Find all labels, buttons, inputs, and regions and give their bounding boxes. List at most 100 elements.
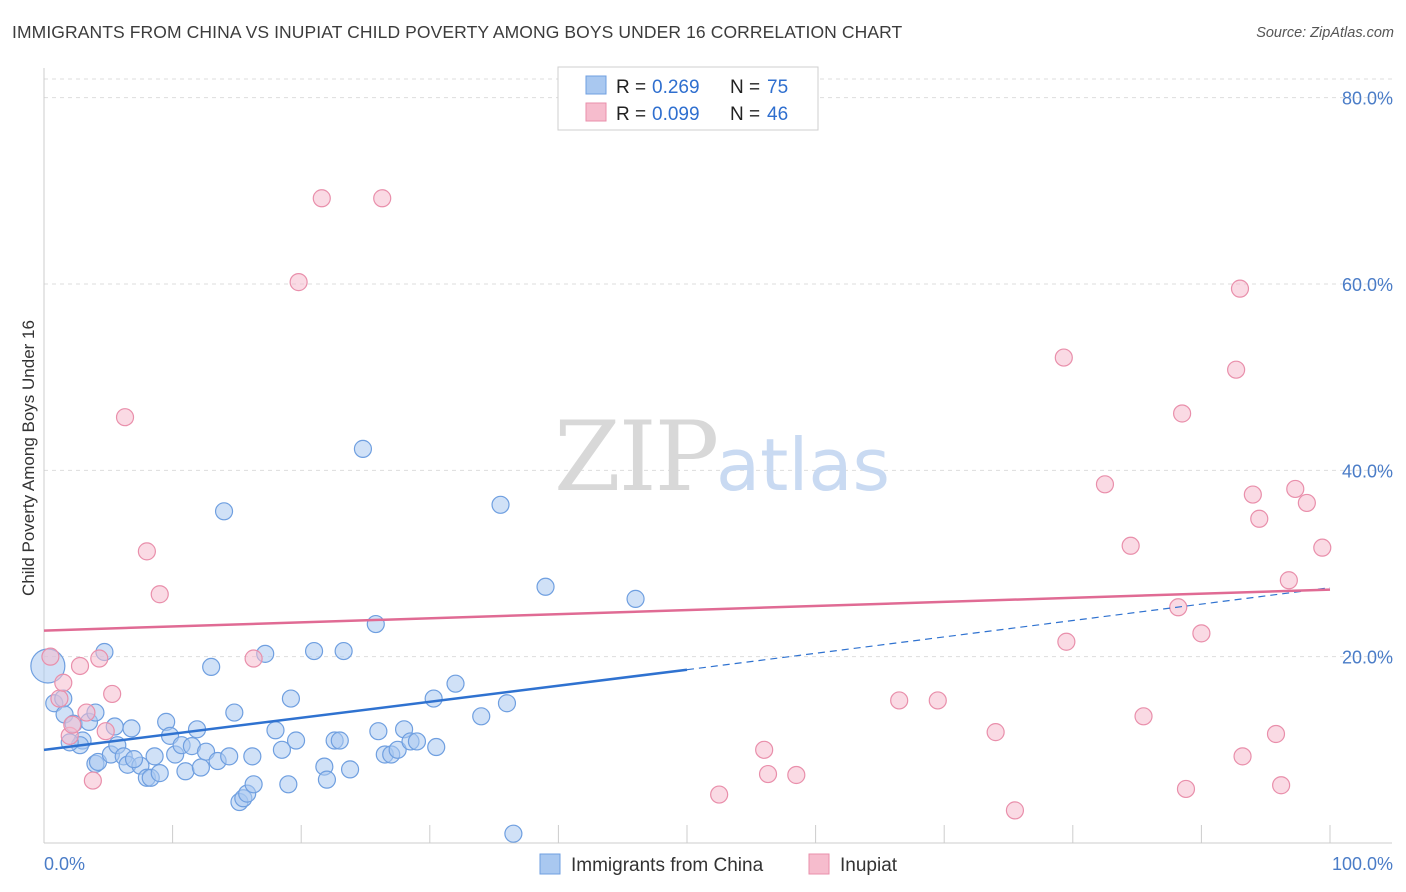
point-china-16 [122,719,141,738]
point-inupiat-11 [115,408,135,427]
legend-swatch-blue [585,75,607,95]
point-inupiat-44 [1297,493,1316,513]
legend-n-value-1: 75 [767,77,788,98]
point-inupiat-25 [1005,801,1025,820]
point-inupiat-37 [1233,747,1252,766]
point-inupiat-24 [986,723,1005,742]
point-inupiat-27 [1054,348,1073,367]
point-china-59 [388,740,407,759]
legend-r-label-2: R = [616,104,646,125]
point-china-20 [145,747,164,766]
point-china-68 [497,694,517,713]
point-china-34 [220,747,239,766]
point-china-43 [272,740,292,759]
point-inupiat-6 [77,703,96,722]
point-inupiat-26 [1057,632,1076,651]
point-china-40 [243,747,262,766]
y-tick-label-0: 20.0% [1342,648,1393,668]
y-tick-labels: 20.0% 40.0% 60.0% 80.0% [1342,89,1393,668]
point-china-67 [491,495,510,514]
point-inupiat-0 [41,647,60,666]
watermark-zip: ZIP [554,401,717,513]
point-china-39 [244,775,263,794]
point-china-45 [281,689,301,708]
y-axis-label: Child Poverty Among Boys Under 16 [19,320,38,596]
point-china-66 [472,707,491,726]
gridlines [44,78,1392,658]
point-inupiat-39 [1250,509,1269,528]
point-china-62 [407,732,427,751]
chart-title: IMMIGRANTS FROM CHINA VS INUPIAT CHILD P… [12,22,903,42]
legend-n-label-2: N = [730,104,760,125]
point-inupiat-41 [1272,776,1291,795]
point-inupiat-12 [137,542,156,561]
y-tick-label-1: 40.0% [1342,461,1393,481]
point-china-53 [340,760,360,779]
trend-line-china [43,668,688,752]
point-china-47 [304,641,324,661]
point-inupiat-19 [755,740,774,759]
point-inupiat-28 [1095,475,1115,494]
bottom-legend: Immigrants from China Inupiat [539,853,898,876]
bottom-legend-label-china: Immigrants from China [571,855,764,876]
point-inupiat-40 [1266,724,1286,744]
point-inupiat-2 [54,673,73,692]
point-china-42 [266,721,285,740]
y-tick-label-2: 60.0% [1342,275,1393,295]
point-inupiat-45 [1313,538,1332,557]
point-china-65 [446,674,465,693]
x-tick-labels: 0.0% 100.0% [44,854,1393,874]
source-label: Source: ZipAtlas.com [1256,25,1394,41]
point-inupiat-4 [63,715,82,734]
legend-r-label-1: R = [616,77,646,98]
point-inupiat-7 [83,771,102,790]
legend-r-value-1: 0.269 [652,77,700,98]
point-china-71 [626,589,645,608]
point-china-69 [504,824,523,843]
point-inupiat-5 [70,656,90,676]
point-china-29 [191,758,210,777]
point-china-56 [369,722,388,741]
point-china-31 [202,657,221,677]
point-inupiat-36 [1230,279,1250,298]
point-china-46 [286,731,306,750]
point-inupiat-16 [312,189,331,208]
point-inupiat-30 [1134,707,1153,726]
point-china-55 [366,614,385,634]
point-inupiat-10 [103,684,122,704]
point-inupiat-33 [1176,779,1196,799]
point-china-70 [536,577,555,596]
point-china-64 [427,737,446,757]
trend-line-china-dashed [686,587,1331,671]
x-tick-label-0: 0.0% [44,854,85,874]
point-china-33 [214,502,234,521]
point-inupiat-9 [96,722,115,741]
point-inupiat-14 [244,649,263,668]
bottom-legend-label-inupiat: Inupiat [840,855,898,876]
trend-lines [43,587,1331,752]
point-inupiat-13 [150,585,169,604]
point-inupiat-34 [1192,624,1211,643]
trend-line-inupiat [43,588,1331,632]
point-inupiat-18 [710,785,729,804]
point-china-21 [150,764,169,783]
point-inupiat-1 [50,689,69,708]
point-inupiat-20 [758,764,778,784]
point-inupiat-15 [289,273,308,292]
bottom-legend-swatch-pink [808,853,830,875]
legend-n-label-1: N = [730,77,760,98]
point-china-73 [124,750,144,769]
point-inupiat-17 [373,189,392,208]
point-inupiat-38 [1243,485,1262,504]
legend-swatch-pink [585,102,607,122]
axes [43,68,1392,844]
point-inupiat-23 [928,691,947,710]
point-china-51 [330,731,349,750]
point-inupiat-22 [890,691,909,710]
point-china-54 [353,439,373,458]
point-inupiat-43 [1286,479,1305,499]
point-china-44 [279,775,298,794]
x-tick-label-1: 100.0% [1332,854,1393,874]
legend-n-value-2: 46 [767,104,788,125]
